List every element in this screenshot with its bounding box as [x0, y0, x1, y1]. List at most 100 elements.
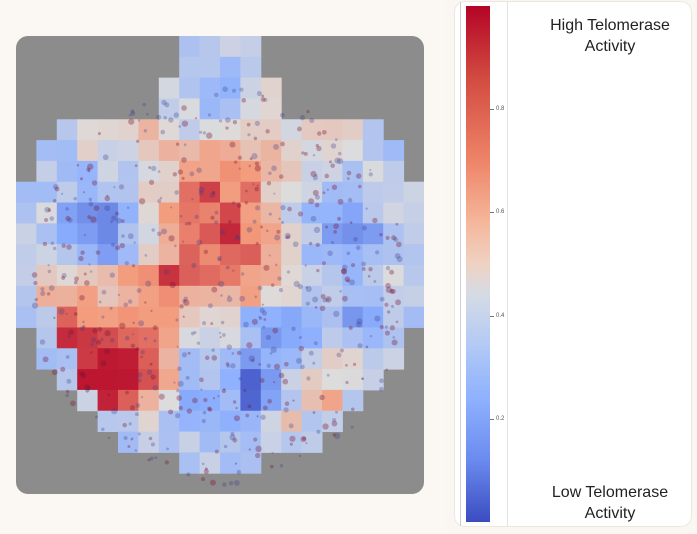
- tissue-texture: [86, 167, 91, 172]
- tissue-texture: [260, 414, 266, 420]
- heatmap-tile: [138, 202, 160, 224]
- tissue-texture: [84, 280, 90, 286]
- heatmap-tile: [138, 119, 160, 141]
- tissue-texture: [140, 355, 143, 359]
- tissue-texture: [101, 315, 105, 319]
- heatmap-tile: [179, 160, 201, 183]
- tissue-texture: [178, 125, 182, 128]
- tissue-texture: [217, 394, 220, 398]
- tissue-texture: [320, 293, 326, 300]
- tissue-texture: [130, 109, 135, 114]
- heatmap-tile: [260, 327, 282, 349]
- tissue-texture: [98, 300, 102, 304]
- tissue-texture: [73, 196, 77, 201]
- tissue-texture: [322, 297, 328, 303]
- heatmap-tile: [56, 160, 78, 183]
- tissue-texture: [218, 280, 225, 288]
- tissue-texture: [358, 184, 362, 189]
- tissue-texture: [254, 205, 261, 211]
- tissue-texture: [337, 198, 344, 205]
- heatmap-tile: [322, 140, 343, 162]
- heatmap-tile: [158, 119, 180, 141]
- tissue-texture: [265, 229, 269, 233]
- tissue-texture: [327, 250, 333, 257]
- tissue-texture: [202, 131, 207, 135]
- tissue-texture: [352, 362, 357, 366]
- tissue-texture: [222, 333, 226, 337]
- heatmap-tile: [199, 265, 221, 287]
- tissue-texture: [341, 295, 348, 302]
- tissue-texture: [379, 378, 384, 384]
- heatmap-tile: [118, 327, 139, 349]
- heatmap-tile: [77, 140, 99, 162]
- tissue-texture: [305, 442, 308, 445]
- tissue-texture: [312, 175, 318, 181]
- tissue-texture: [90, 351, 93, 354]
- heatmap-tile: [403, 223, 424, 245]
- heatmap-tile: [179, 327, 201, 349]
- heatmap-tile: [138, 306, 160, 328]
- tissue-texture: [66, 334, 72, 339]
- tissue-texture: [255, 452, 261, 459]
- heatmap-tile: [199, 56, 221, 79]
- tissue-texture: [234, 160, 238, 164]
- tissue-texture: [154, 456, 158, 459]
- tissue-texture: [265, 129, 270, 134]
- tissue-texture: [181, 176, 185, 180]
- tissue-texture: [385, 282, 391, 289]
- tissue-texture: [284, 401, 290, 406]
- tissue-texture: [137, 372, 143, 378]
- tissue-texture: [121, 219, 125, 223]
- tissue-texture: [246, 122, 251, 127]
- tissue-texture: [119, 242, 125, 249]
- heatmap-tile: [97, 223, 119, 245]
- tissue-texture: [125, 390, 129, 395]
- heatmap-tile: [383, 306, 405, 328]
- tissue-texture: [361, 225, 367, 231]
- tissue-texture: [258, 316, 261, 319]
- tissue-texture: [148, 179, 155, 185]
- tissue-texture: [312, 296, 319, 303]
- tissue-texture: [83, 272, 87, 276]
- heatmap-tile: [240, 56, 262, 79]
- tissue-texture: [232, 400, 237, 404]
- tissue-texture: [256, 415, 259, 418]
- tissue-texture: [90, 216, 97, 223]
- tissue-texture: [292, 241, 299, 248]
- tissue-texture: [300, 436, 307, 443]
- heatmap-tile: [322, 119, 343, 141]
- tissue-texture: [151, 228, 155, 232]
- heatmap-tile: [342, 389, 364, 412]
- heatmap-tile: [158, 223, 180, 245]
- tissue-texture: [134, 449, 138, 452]
- heatmap-tile: [179, 348, 201, 370]
- heatmap-tile: [118, 306, 139, 328]
- tissue-texture: [73, 312, 78, 316]
- tissue-texture: [337, 151, 342, 156]
- heatmap-tile: [36, 181, 58, 204]
- tissue-texture: [300, 364, 305, 370]
- heatmap-tile: [322, 369, 343, 391]
- heatmap-tile: [199, 410, 221, 433]
- tissue-texture: [124, 335, 130, 341]
- heatmap-tile: [118, 202, 139, 224]
- heatmap-tile: [301, 160, 323, 183]
- heatmap-tile: [97, 265, 119, 287]
- heatmap-tile: [179, 265, 201, 287]
- heatmap-tile: [240, 98, 262, 120]
- heatmap-tile: [301, 285, 323, 308]
- heatmap-tile: [118, 369, 139, 391]
- tissue-texture: [121, 234, 125, 238]
- tissue-texture: [284, 232, 291, 239]
- tissue-texture: [207, 407, 213, 412]
- tissue-texture: [253, 136, 258, 141]
- heatmap-tile: [220, 202, 241, 224]
- tissue-texture: [369, 334, 373, 338]
- heatmap-tile: [322, 202, 343, 224]
- heatmap-tile: [118, 244, 139, 266]
- heatmap-tile: [260, 244, 282, 266]
- tissue-texture: [66, 244, 72, 250]
- heatmap-tile: [199, 160, 221, 183]
- heatmap-tile: [16, 285, 37, 308]
- tissue-texture: [107, 436, 111, 440]
